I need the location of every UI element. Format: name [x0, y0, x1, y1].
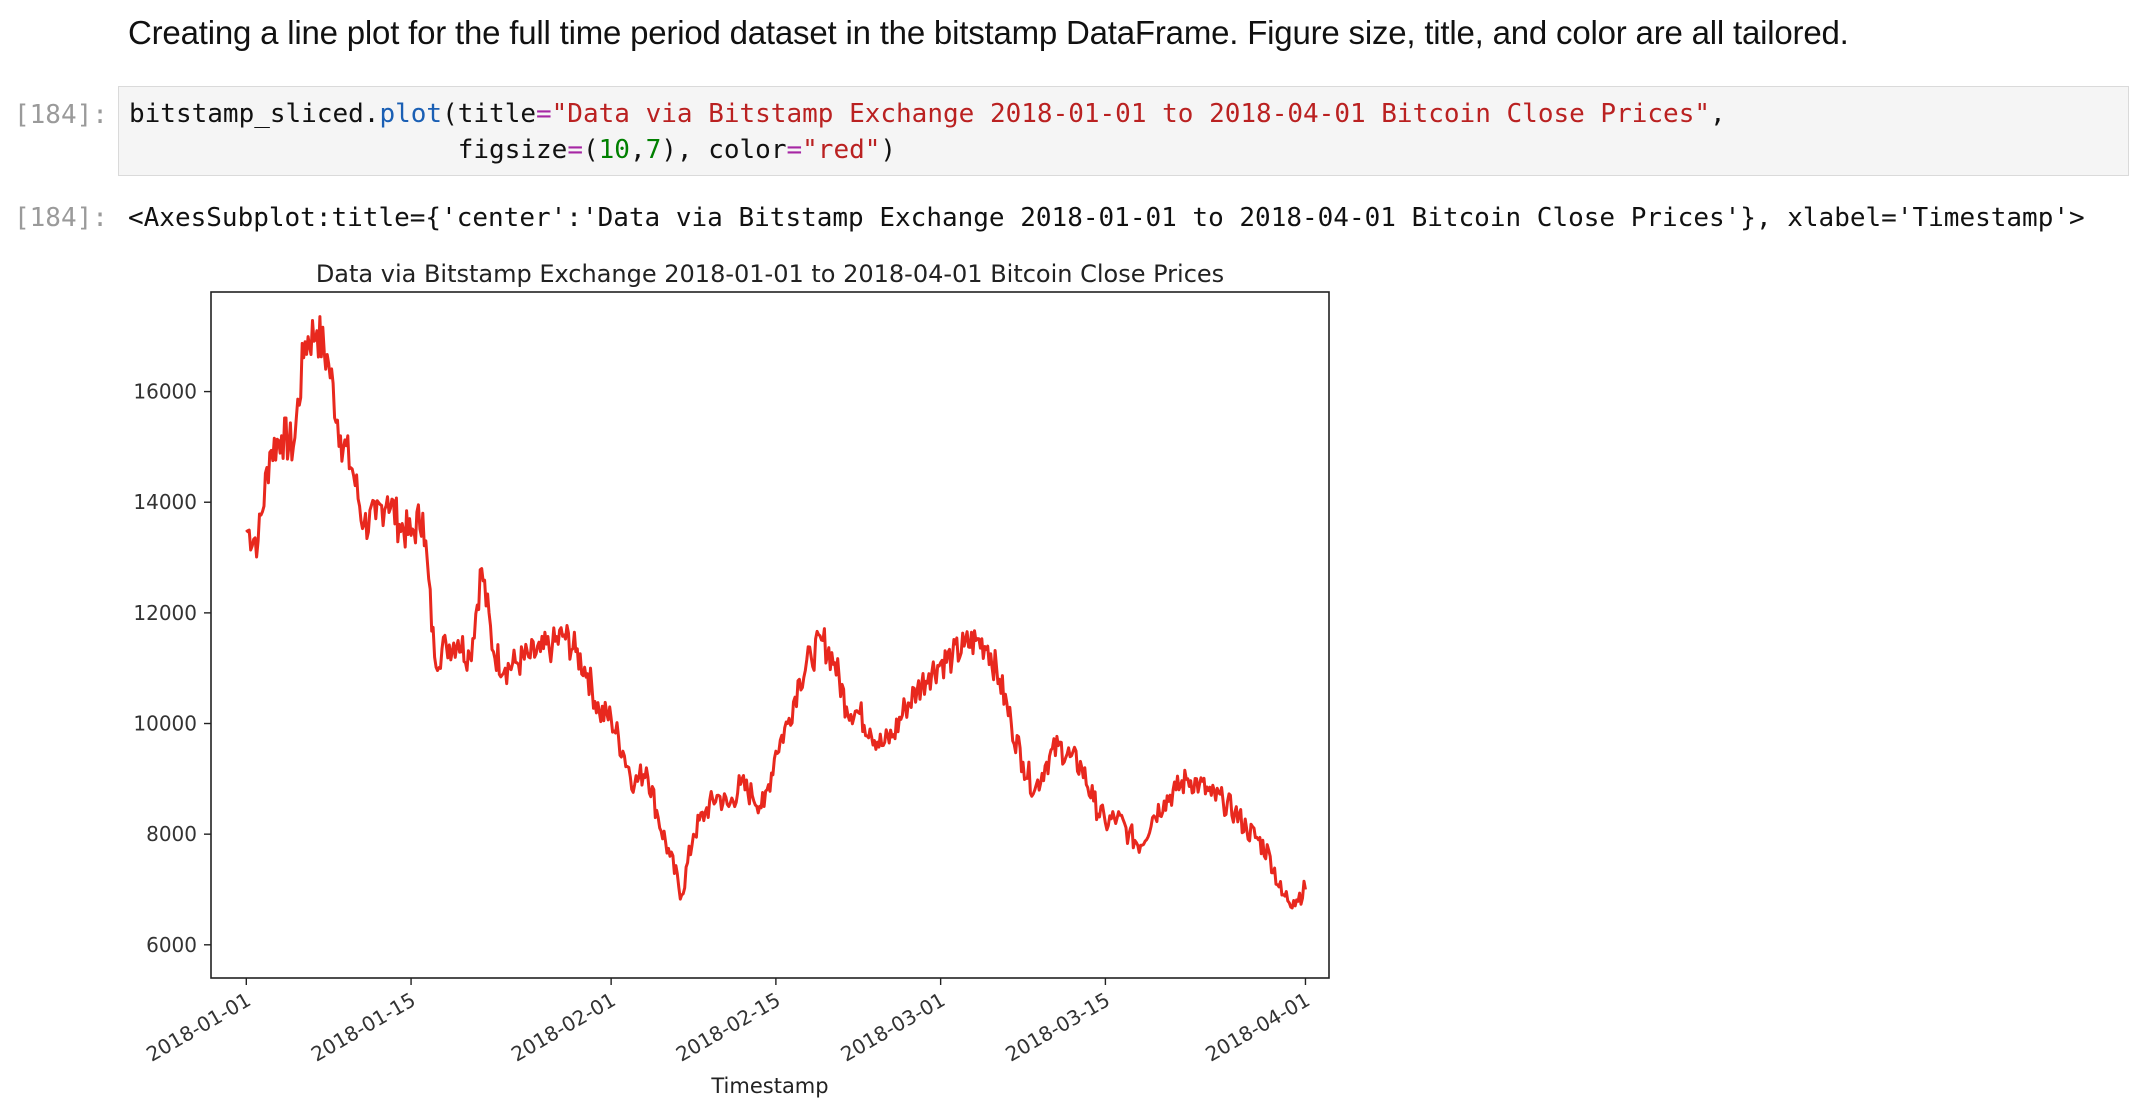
x-axis-label: Timestamp — [710, 1074, 828, 1098]
code-cell-input[interactable]: bitstamp_sliced.plot(title="Data via Bit… — [118, 86, 2129, 176]
y-axis: 6000 8000 10000 12000 14000 16000 — [133, 380, 211, 957]
code-argument: ), color — [661, 135, 787, 165]
code-punctuation: ) — [880, 135, 897, 165]
y-tick-label: 6000 — [146, 933, 197, 957]
x-tick-label: 2018-02-15 — [672, 988, 785, 1067]
x-axis: 2018-01-01 2018-01-15 2018-02-01 2018-02-15… — [142, 978, 1314, 1066]
chart-title: Data via Bitstamp Exchange 2018-01-01 to… — [316, 260, 1224, 288]
code-function: plot — [379, 99, 443, 129]
y-tick-label: 10000 — [133, 712, 197, 736]
x-tick-label: 2018-02-01 — [507, 988, 620, 1067]
code-punctuation: , — [1710, 99, 1726, 129]
code-string: "red" — [802, 135, 881, 165]
x-tick-label: 2018-03-15 — [1001, 988, 1114, 1067]
code-operator: = — [536, 99, 552, 129]
code-punctuation: ( — [582, 135, 599, 165]
x-tick-label: 2018-01-15 — [307, 988, 420, 1067]
code-line-2: figsize=(10,7), color="red") — [129, 135, 896, 165]
x-tick-label: 2018-01-01 — [142, 988, 255, 1067]
markdown-description: Creating a line plot for the full time p… — [128, 14, 1849, 51]
output-prompt: [184]: — [14, 203, 108, 233]
code-line-1: bitstamp_sliced.plot(title="Data via Bit… — [129, 99, 1726, 129]
code-number: 7 — [645, 135, 662, 165]
code-number: 10 — [598, 135, 630, 165]
y-tick-label: 8000 — [146, 822, 197, 846]
code-operator: = — [567, 135, 583, 165]
x-tick-label: 2018-04-01 — [1201, 988, 1314, 1067]
code-string: "Data via Bitstamp Exchange 2018-01-01 t… — [551, 99, 1711, 129]
y-tick-label: 12000 — [133, 601, 197, 625]
code-argument: figsize — [457, 135, 568, 165]
series-line-close-price — [245, 315, 1307, 910]
code-operator: = — [786, 135, 803, 165]
input-prompt: [184]: — [14, 100, 108, 130]
code-object: bitstamp_sliced. — [129, 99, 380, 129]
code-argument: (title — [442, 99, 536, 129]
plot-area — [210, 291, 1330, 979]
x-tick-label: 2018-03-01 — [836, 988, 949, 1067]
y-tick-label: 14000 — [133, 490, 197, 514]
y-tick-label: 16000 — [133, 380, 197, 404]
output-repr: <AxesSubplot:title={'center':'Data via B… — [128, 203, 2085, 233]
code-punctuation: , — [629, 135, 646, 165]
